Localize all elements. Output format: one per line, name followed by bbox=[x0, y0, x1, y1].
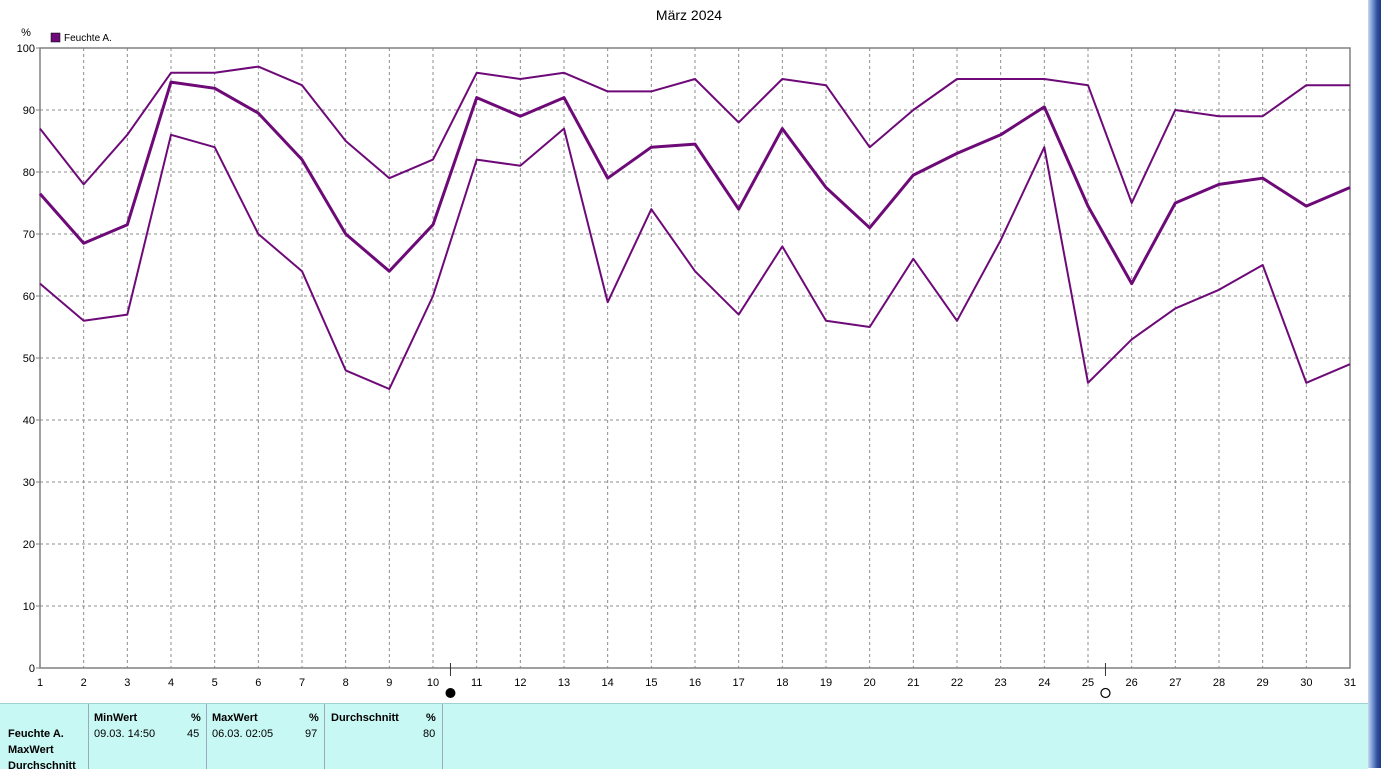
x-tick-label: 18 bbox=[776, 677, 788, 689]
x-tick-label: 1 bbox=[37, 677, 43, 689]
x-tick-label: 3 bbox=[124, 677, 130, 689]
stats-col-max: MaxWert % 06.03. 02:05 97 bbox=[206, 704, 325, 769]
x-tick-label: 8 bbox=[343, 677, 349, 689]
x-tick-label: 27 bbox=[1169, 677, 1181, 689]
y-tick-label: 20 bbox=[23, 539, 35, 551]
x-tick-label: 26 bbox=[1126, 677, 1138, 689]
y-tick-label: 90 bbox=[23, 105, 35, 117]
y-axis-unit: % bbox=[21, 27, 31, 39]
x-tick-label: 20 bbox=[864, 677, 876, 689]
stats-col-max-date: 06.03. 02:05 bbox=[212, 728, 274, 740]
x-tick-label: 25 bbox=[1082, 677, 1094, 689]
stats-col-avg: Durchschnitt % 80 bbox=[324, 704, 443, 769]
x-tick-label: 28 bbox=[1213, 677, 1225, 689]
x-tick-label: 9 bbox=[386, 677, 392, 689]
series-lines bbox=[38, 65, 1351, 390]
x-tick-label: 11 bbox=[471, 677, 482, 689]
stats-col-max-value: 97 bbox=[305, 728, 318, 740]
stats-col-min-header: MinWert bbox=[94, 712, 138, 724]
x-tick-label: 29 bbox=[1257, 677, 1269, 689]
x-tick-label: 7 bbox=[299, 677, 305, 689]
stats-col-max-header: MaxWert bbox=[212, 712, 258, 724]
series-line-max bbox=[39, 65, 1350, 204]
y-tick-label: 60 bbox=[23, 291, 35, 303]
full-moon-icon bbox=[1100, 687, 1111, 699]
grid bbox=[40, 48, 1350, 668]
stats-row-label-avg: Durchschnitt bbox=[8, 760, 76, 769]
stats-col-min-unit: % bbox=[191, 712, 201, 724]
stats-col-avg-header: Durchschnitt bbox=[331, 712, 399, 724]
x-tick-label: 31 bbox=[1344, 677, 1356, 689]
humidity-chart: März 2024 % Feuchte A. 0 10 20 30 40 50 60 70 80… bbox=[17, 7, 1356, 699]
x-tick-label: 23 bbox=[995, 677, 1007, 689]
stats-row-label-sensor: Feuchte A. bbox=[8, 728, 64, 740]
y-tick-label: 50 bbox=[23, 353, 35, 365]
stats-row-label-max: MaxWert bbox=[8, 744, 54, 756]
x-tick-label: 16 bbox=[689, 677, 701, 689]
x-tick-label: 22 bbox=[951, 677, 963, 689]
x-tick-label: 30 bbox=[1300, 677, 1312, 689]
stats-col-min-value: 45 bbox=[187, 728, 200, 740]
y-tick-label: 70 bbox=[23, 229, 35, 241]
x-tick-label: 21 bbox=[907, 677, 919, 689]
series-line-avg bbox=[38, 80, 1351, 286]
moon-markers bbox=[445, 663, 1111, 699]
legend-label[interactable]: Feuchte A. bbox=[64, 33, 112, 44]
stats-col-avg-value: 80 bbox=[423, 728, 436, 740]
x-tick-label: 17 bbox=[733, 677, 745, 689]
stats-col-min-date: 09.03. 14:50 bbox=[94, 728, 156, 740]
x-tick-label: 4 bbox=[168, 677, 174, 689]
x-tick-label: 5 bbox=[212, 677, 218, 689]
x-tick-label: 15 bbox=[645, 677, 657, 689]
x-tick-label: 6 bbox=[255, 677, 261, 689]
y-tick-label: 0 bbox=[29, 663, 35, 675]
stats-col-avg-unit: % bbox=[426, 712, 436, 724]
new-moon-icon bbox=[445, 688, 456, 698]
y-tick-label: 80 bbox=[23, 167, 35, 179]
x-tick-label: 13 bbox=[558, 677, 570, 689]
x-tick-label: 12 bbox=[514, 677, 526, 689]
axes bbox=[36, 47, 1351, 669]
x-tick-label: 14 bbox=[602, 677, 614, 689]
y-tick-label: 30 bbox=[23, 477, 35, 489]
legend-swatch bbox=[50, 32, 61, 43]
x-tick-label: 10 bbox=[427, 677, 439, 689]
x-tick-label: 2 bbox=[81, 677, 87, 689]
window-edge bbox=[1368, 0, 1381, 768]
x-tick-label: 19 bbox=[820, 677, 832, 689]
series-line-min bbox=[39, 127, 1351, 390]
x-tick-label: 24 bbox=[1038, 677, 1050, 689]
y-tick-label: 10 bbox=[23, 601, 35, 613]
stats-panel: Feuchte A. MaxWert Durchschnitt MinWert … bbox=[0, 703, 1368, 769]
stats-col-max-unit: % bbox=[309, 712, 319, 724]
stats-col-min: MinWert % 09.03. 14:50 45 bbox=[88, 704, 207, 769]
y-tick-label: 100 bbox=[17, 43, 35, 55]
chart-title: März 2024 bbox=[656, 7, 722, 23]
y-tick-label: 40 bbox=[23, 415, 35, 427]
